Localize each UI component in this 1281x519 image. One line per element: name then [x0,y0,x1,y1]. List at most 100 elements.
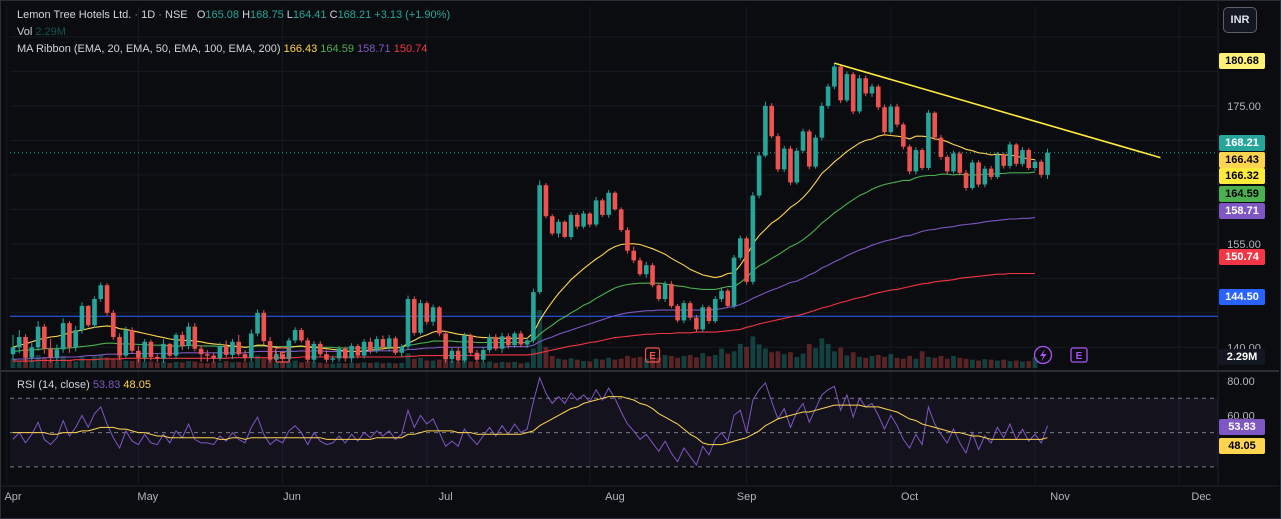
candle-body [1007,144,1013,166]
candle [587,212,593,228]
candle-body [411,299,417,333]
candle [368,337,373,354]
volume-bar [424,360,430,368]
candle-body [386,338,392,348]
volume-bar [305,361,311,368]
candle [455,347,461,363]
candle [274,350,279,362]
candle-body [380,339,386,348]
volume-bar [54,361,60,368]
candle [92,296,97,328]
ma-ribbon-legend[interactable]: MA Ribbon (EMA, 20, EMA, 50, EMA, 100, E… [17,43,427,55]
rsi-value: 53.83 [92,379,121,391]
currency-button[interactable]: INR [1223,7,1257,33]
candle-body [1020,150,1025,164]
volume-bar [719,348,724,368]
volume-bar [349,362,354,368]
candle [844,71,850,103]
candle [355,343,361,359]
candle [299,327,304,343]
candle-body [161,343,166,359]
candle [248,329,254,362]
candle [430,304,436,326]
candle [23,334,28,363]
candle [857,74,862,114]
candle [756,152,762,199]
candle-body [600,200,605,215]
candle [681,300,687,324]
candle-body [405,299,411,347]
volume-bar [712,355,718,368]
candle-body [556,221,561,234]
price-tag: 180.68 [1219,53,1265,69]
candle-body [430,307,436,322]
candle [1032,158,1038,171]
candle [29,343,35,362]
candle-body [92,299,97,326]
volume-bar [79,356,85,368]
candle [192,323,198,352]
time-axis-label: Jun [283,491,301,503]
ema20-line [12,134,1036,352]
volume-bar [819,338,825,368]
ema100-value: 158.71 [357,43,391,55]
candle-body [98,285,104,300]
candle [662,281,668,302]
candle-body [832,66,837,87]
volume-bar [223,361,229,368]
volume-bar [1026,361,1032,368]
volume-bar [875,355,881,368]
candle-body [806,131,812,167]
price-axis-label: 175.00 [1227,101,1261,113]
candle-body [123,330,129,356]
volume-bar [10,358,16,368]
candle [129,327,135,354]
volume-bar [556,358,561,368]
candle-body [725,290,731,306]
volume-bar [330,363,336,368]
candle [223,340,229,358]
rsi-legend[interactable]: RSI (14, close) 53.83 48.05 [17,379,151,391]
volume-legend[interactable]: Vol 2.29M [17,26,66,38]
candle [763,101,768,158]
volume-bar [756,344,762,368]
candle [136,345,141,363]
candle-body [167,343,173,356]
price-tag: 158.71 [1219,203,1265,219]
volume-bar [938,355,944,368]
candle [719,287,724,302]
ema200-value: 150.74 [393,43,428,55]
candle-body [562,221,568,237]
symbol-legend[interactable]: Lemon Tree Hotels Ltd. · 1D · NSE O165.0… [17,9,451,21]
volume-bar [142,361,148,368]
candle-body [775,136,781,170]
candle [788,145,793,186]
candle-body [236,341,242,355]
change-value: +3.13 (+1.90%) [374,9,451,21]
volume-bar [831,351,837,368]
volume-bar [92,356,97,368]
candle [117,333,122,360]
candle [932,111,937,141]
candle-body [1032,161,1038,168]
open-label: O [196,9,206,21]
volume-bar [499,361,505,368]
candle [73,325,78,352]
volume-bar [744,347,749,368]
candle-body [248,333,254,358]
candle [468,333,474,356]
price-tag: 144.50 [1219,289,1265,305]
candle [349,343,354,363]
volume-bar [775,351,781,368]
volume-bar [982,359,988,368]
candle-body [518,333,524,345]
volume-bar [405,353,411,368]
high-value: 168.75 [250,9,284,21]
candle-body [675,305,680,321]
candle-body [951,153,956,172]
volume-bar [788,352,793,368]
candle [731,254,737,309]
candle [675,303,680,323]
trendline [834,62,1161,159]
